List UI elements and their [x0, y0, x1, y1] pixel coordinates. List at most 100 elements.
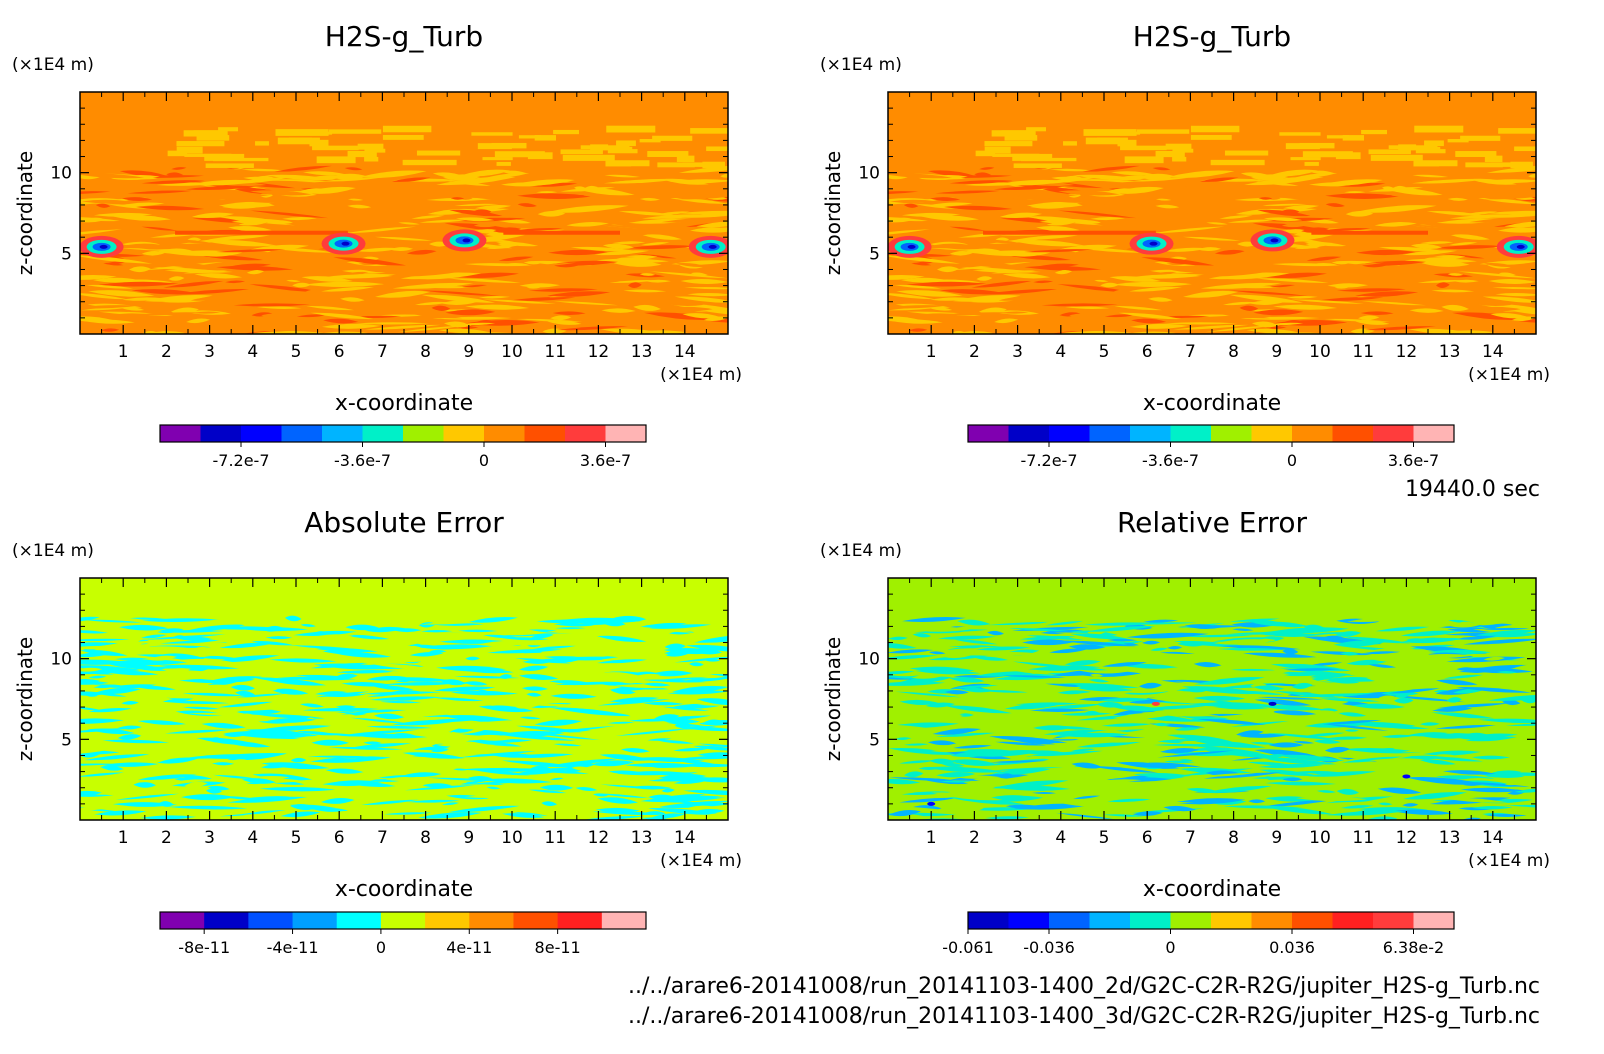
contour-patch: [321, 323, 381, 329]
heatmap-field: [888, 578, 1536, 820]
contour-patch: [1061, 732, 1130, 738]
contour-patch: [1172, 798, 1246, 805]
chart-panel-4: Relative Error (×1E4 m) (×1E4 m) x-coordina…: [820, 506, 1550, 957]
contour-patch: [950, 750, 1001, 758]
contour-patch: [713, 662, 728, 667]
contour-patch: [553, 301, 618, 306]
contour-patch: [1163, 322, 1238, 325]
contour-patch: [1408, 263, 1424, 269]
x-tick-label: 9: [1271, 342, 1282, 362]
contour-patch: [1117, 139, 1137, 147]
contour-patch: [498, 674, 513, 679]
contour-patch: [674, 656, 728, 663]
contour-patch: [82, 619, 142, 623]
colorbar-swatch: [601, 912, 647, 929]
contour-patch: [183, 130, 228, 137]
contour-patch: [1420, 756, 1484, 762]
contour-patch: [1218, 313, 1271, 319]
contour-patch: [470, 734, 515, 741]
contour-patch: [256, 306, 302, 309]
x-tick-label: 5: [291, 828, 302, 848]
contour-patch: [394, 732, 417, 737]
contour-patch: [1481, 627, 1530, 631]
contour-patch: [911, 262, 932, 266]
contour-patch: [1012, 153, 1053, 161]
contour-patch: [957, 619, 991, 626]
contour-patch: [1146, 803, 1204, 808]
contour-patch: [690, 272, 708, 276]
contour-patch: [649, 624, 712, 629]
colorbar-swatch: [443, 425, 485, 442]
contour-patch: [1324, 318, 1391, 322]
contour-patch: [1391, 809, 1454, 815]
chart-title: Absolute Error: [304, 506, 504, 539]
contour-patch: [968, 701, 983, 705]
contour-patch: [165, 778, 211, 784]
contour-patch: [1413, 161, 1440, 167]
contour-patch: [374, 713, 405, 720]
colorbar-tick-label: 3.6e-7: [580, 451, 631, 470]
contour-patch: [953, 745, 992, 749]
contour-patch: [342, 226, 417, 234]
contour-patch: [1022, 639, 1075, 646]
contour-patch: [1251, 321, 1280, 328]
contour-patch: [1125, 744, 1159, 749]
contour-patch: [384, 670, 458, 679]
contour-patch: [1257, 209, 1311, 217]
contour-patch: [1419, 759, 1456, 765]
contour-patch: [889, 199, 938, 204]
x-tick-label: 10: [501, 342, 523, 362]
contour-patch: [1498, 272, 1516, 276]
contour-patch: [1274, 195, 1339, 201]
contour-patch: [1356, 249, 1416, 256]
contour-patch: [406, 249, 437, 255]
heatmap-field: [888, 92, 1536, 334]
contour-patch: [302, 687, 369, 693]
contour-patch: [230, 263, 272, 268]
contour-patch: [1140, 705, 1209, 710]
contour-patch: [536, 619, 604, 624]
contour-patch: [909, 666, 975, 673]
contour-patch: [168, 276, 185, 281]
contour-patch: [475, 719, 545, 724]
contour-patch: [617, 645, 650, 651]
chart-panel-2: H2S-g_Turb (×1E4 m) (×1E4 m) x-coordinate z-…: [820, 20, 1550, 470]
contour-patch: [1263, 217, 1303, 222]
time-label: 19440.0 sec: [1405, 477, 1540, 502]
contour-patch: [369, 696, 441, 701]
contour-patch: [468, 616, 518, 623]
contour-patch: [939, 780, 972, 783]
contour-patch: [1001, 675, 1067, 678]
contour-patch: [176, 141, 225, 147]
x-tick-label: 2: [161, 828, 172, 848]
contour-patch: [645, 811, 666, 816]
contour-patch: [1375, 626, 1430, 632]
contour-patch: [1397, 702, 1470, 706]
contour-patch: [1478, 718, 1536, 724]
contour-patch: [1184, 624, 1221, 630]
contour-patch: [473, 222, 503, 228]
colorbar-tick-label: -3.6e-7: [334, 451, 391, 470]
contour-patch: [639, 273, 656, 276]
contour-patch: [1171, 649, 1229, 654]
contour-patch: [1313, 739, 1342, 744]
contour-patch: [254, 725, 332, 732]
error-spot: [1268, 701, 1277, 706]
contour-patch: [601, 710, 667, 716]
contour-patch: [602, 672, 641, 677]
contour-patch: [274, 165, 332, 172]
contour-patch: [949, 180, 1013, 184]
contour-patch: [1514, 789, 1536, 793]
contour-patch: [441, 704, 493, 711]
contour-patch: [392, 282, 474, 289]
x-tick-label: 7: [377, 828, 388, 848]
colorbar: -7.2e-7 -3.6e-7 0 3.6e-7: [159, 424, 647, 470]
x-unit-label: (×1E4 m): [1468, 365, 1550, 385]
colorbar-swatch: [362, 425, 404, 442]
contour-patch: [310, 756, 391, 763]
contour-patch: [1478, 198, 1536, 205]
contour-patch: [1230, 668, 1276, 671]
contour-patch: [1432, 707, 1473, 712]
contour-patch: [1247, 761, 1292, 766]
contour-patch: [605, 650, 630, 653]
